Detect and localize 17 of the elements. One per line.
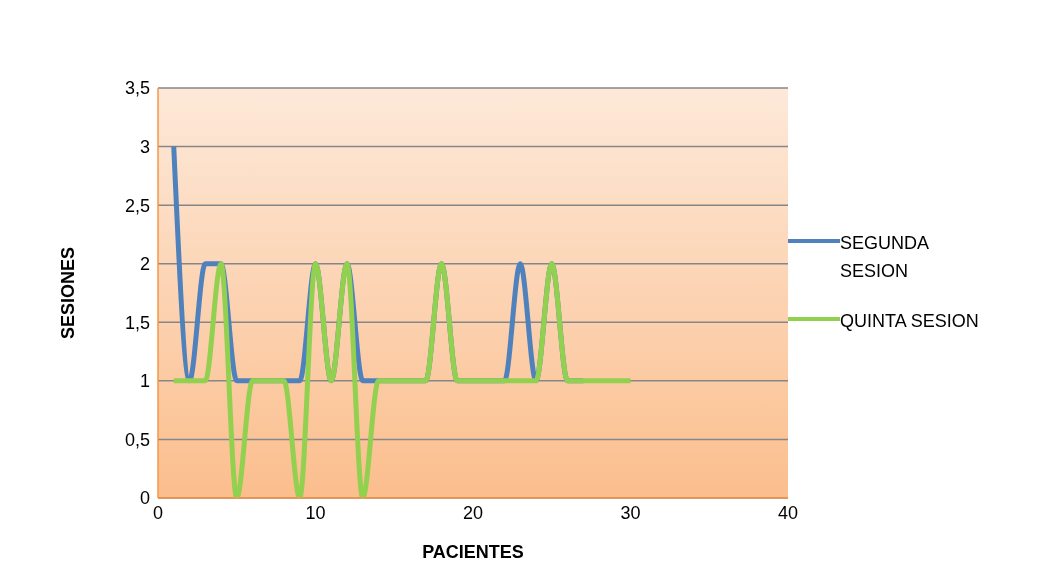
y-tick-label: 0,5 (124, 429, 150, 450)
y-tick-label: 1 (139, 371, 150, 392)
y-tick-label: 3 (139, 136, 150, 157)
x-tick-label: 10 (305, 502, 326, 523)
y-axis-title: SESIONES (58, 246, 79, 340)
y-tick-label: 1,5 (124, 312, 150, 333)
legend-label: SEGUNDA SESION (840, 232, 930, 283)
x-tick-label: 20 (462, 502, 484, 523)
y-tick-label: 2,5 (124, 195, 150, 216)
x-axis-title: PACIENTES (422, 542, 524, 562)
y-tick-label: 0 (139, 488, 150, 509)
legend-label: QUINTA SESION (840, 310, 980, 333)
y-tick-label: 2 (139, 254, 150, 275)
y-tick-label: 3,5 (124, 78, 150, 99)
x-tick-label: 40 (777, 502, 799, 523)
x-tick-label: 30 (620, 502, 641, 523)
x-tick-label: 0 (152, 502, 164, 523)
